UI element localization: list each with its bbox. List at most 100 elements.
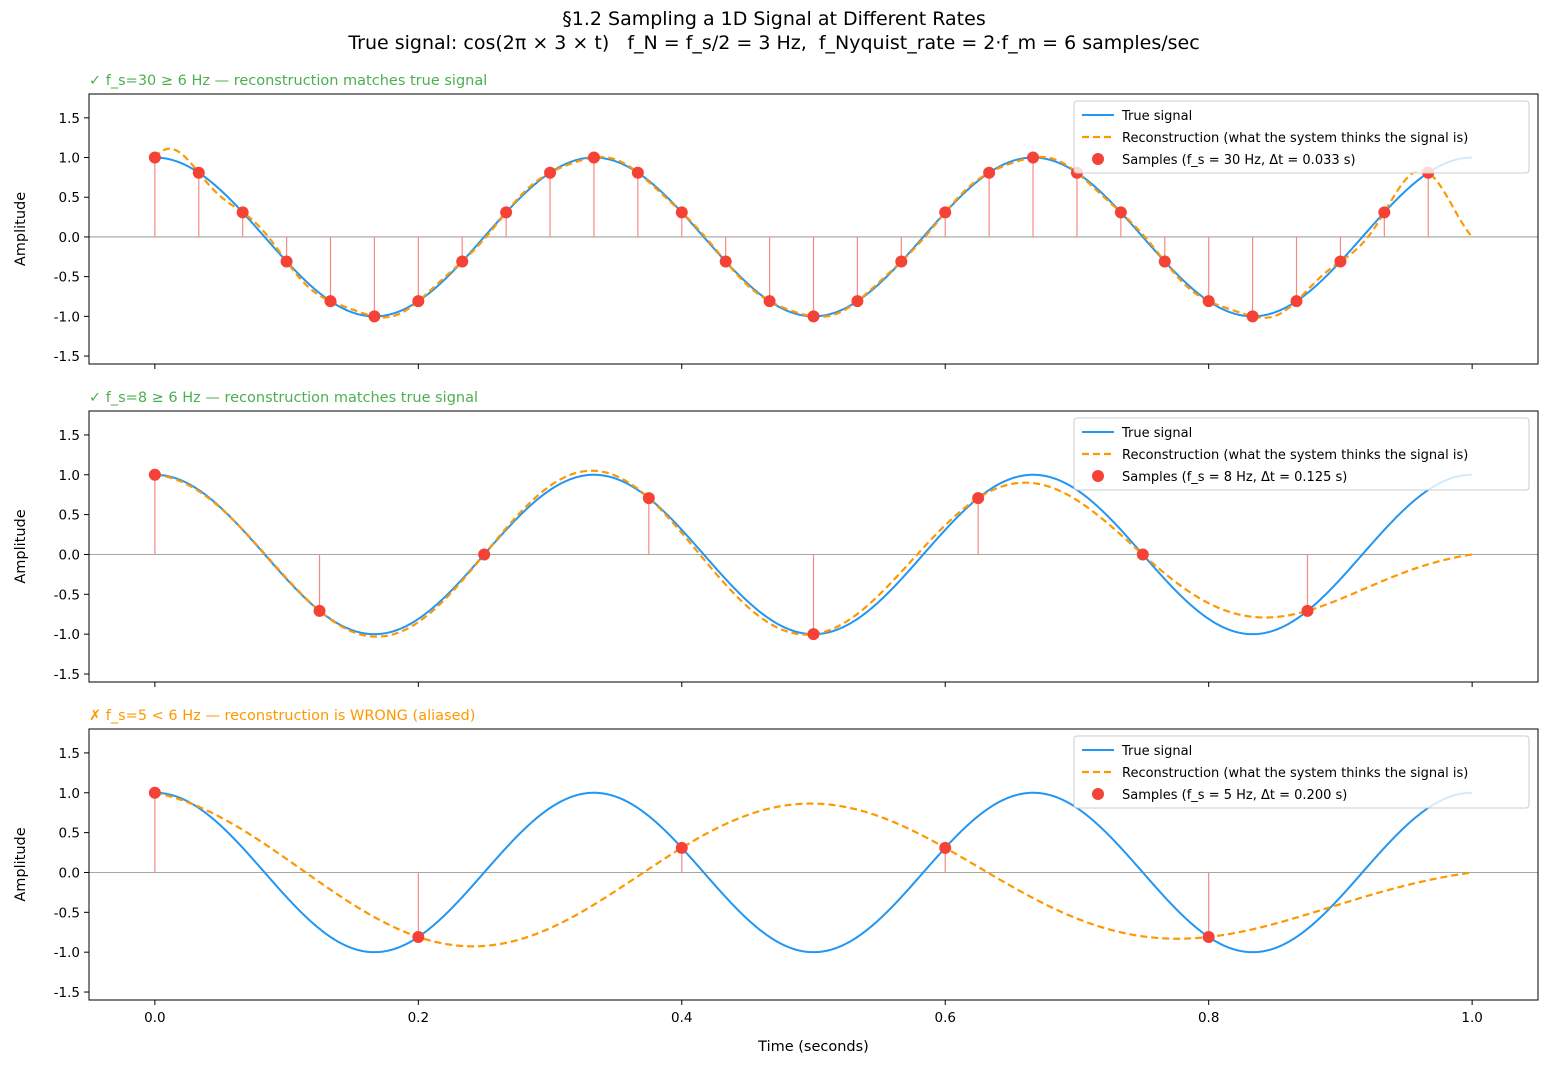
legend-samples-swatch — [1092, 788, 1104, 800]
sample-point — [939, 206, 952, 219]
y-tick-label: -1.0 — [54, 945, 80, 961]
panel-title: ✓ f_s=8 ≥ 6 Hz — reconstruction matches … — [89, 390, 478, 406]
y-tick-label: 0.0 — [59, 230, 80, 246]
sample-point — [1136, 548, 1149, 561]
legend-true-signal-label: True signal — [1121, 744, 1192, 759]
sample-point — [807, 310, 820, 323]
legend-samples-label: Samples (f_s = 5 Hz, Δt = 0.200 s) — [1122, 788, 1347, 803]
y-tick-label: 1.5 — [59, 111, 80, 127]
subplot-2: ✓ f_s=8 ≥ 6 Hz — reconstruction matches … — [13, 390, 1539, 687]
legend-reconstruction-label: Reconstruction (what the system thinks t… — [1122, 448, 1468, 463]
sample-point — [280, 255, 293, 268]
y-tick-label: 0.5 — [59, 826, 80, 842]
x-tick-label: 1.0 — [1461, 1010, 1482, 1026]
sample-point — [500, 206, 513, 219]
axes-frame — [88, 93, 1539, 365]
reconstruction-line — [154, 791, 1473, 948]
sample-point — [192, 166, 205, 179]
y-tick-label: -1.5 — [54, 667, 80, 683]
y-tick-label: 1.0 — [59, 151, 80, 167]
legend-samples-swatch — [1092, 470, 1104, 482]
legend: True signal Reconstruction (what the syst… — [1073, 100, 1530, 174]
legend: True signal Reconstruction (what the syst… — [1073, 417, 1530, 491]
legend-true-signal-label: True signal — [1121, 109, 1192, 124]
x-axis-label: Time (seconds) — [757, 1039, 869, 1055]
sample-point — [719, 255, 732, 268]
y-axis-label: Amplitude — [13, 509, 29, 583]
subplot-1: ✓ f_s=30 ≥ 6 Hz — reconstruction matches… — [13, 73, 1539, 369]
sample-point — [1301, 604, 1314, 617]
sample-point — [763, 295, 776, 308]
sample-point — [587, 151, 600, 164]
figure-title: §1.2 Sampling a 1D Signal at Different R… — [562, 8, 986, 30]
sample-point — [236, 206, 249, 219]
sample-point — [456, 255, 469, 268]
sample-point — [1202, 930, 1215, 943]
y-tick-label: -1.5 — [54, 985, 80, 1001]
y-tick-label: 0.5 — [59, 508, 80, 524]
y-tick-label: 0.0 — [59, 865, 80, 881]
x-tick-label: 0.6 — [934, 1010, 955, 1026]
sample-point — [807, 628, 820, 641]
x-tick-label: 0.8 — [1198, 1010, 1219, 1026]
sample-point — [1246, 310, 1259, 323]
sample-point — [983, 166, 996, 179]
sample-point — [1158, 255, 1171, 268]
sample-point — [972, 492, 985, 505]
sample-point — [313, 604, 326, 617]
panel-title: ✗ f_s=5 < 6 Hz — reconstruction is WRONG… — [89, 708, 475, 724]
sample-point — [851, 295, 864, 308]
y-tick-label: -0.5 — [54, 270, 80, 286]
y-tick-label: -1.0 — [54, 309, 80, 325]
y-axis-label: Amplitude — [13, 827, 29, 901]
legend: True signal Reconstruction (what the syst… — [1073, 735, 1530, 809]
sample-point — [544, 166, 557, 179]
sample-point — [1027, 151, 1040, 164]
sample-point — [631, 166, 644, 179]
y-tick-label: -1.0 — [54, 627, 80, 643]
figure-subtitle: True signal: cos(2π × 3 × t) f_N = f_s/2… — [348, 32, 1200, 54]
legend-samples-label: Samples (f_s = 30 Hz, Δt = 0.033 s) — [1122, 153, 1356, 168]
y-tick-label: -0.5 — [54, 905, 80, 921]
legend-box — [1073, 417, 1530, 491]
x-tick-label: 0.2 — [408, 1010, 429, 1026]
y-tick-label: 1.0 — [59, 786, 80, 802]
sample-point — [1290, 295, 1303, 308]
axes-frame — [88, 728, 1539, 1001]
y-tick-label: 0.5 — [59, 190, 80, 206]
panel-title: ✓ f_s=30 ≥ 6 Hz — reconstruction matches… — [89, 73, 487, 89]
x-tick-label: 0.4 — [671, 1010, 692, 1026]
sample-point — [412, 930, 425, 943]
sample-point — [939, 841, 952, 854]
sample-point — [642, 492, 655, 505]
sample-point — [148, 786, 161, 799]
sample-point — [675, 206, 688, 219]
sample-point — [478, 548, 491, 561]
y-tick-label: 0.0 — [59, 547, 80, 563]
sample-point — [324, 295, 337, 308]
sample-point — [1334, 255, 1347, 268]
sample-point — [412, 295, 425, 308]
true-signal-line — [154, 791, 1473, 954]
sample-point — [895, 255, 908, 268]
legend-true-signal-label: True signal — [1121, 426, 1192, 441]
sample-point — [675, 841, 688, 854]
sample-point — [148, 468, 161, 481]
x-tick-label: 0.0 — [144, 1010, 165, 1026]
legend-samples-swatch — [1092, 153, 1104, 165]
y-tick-label: -1.5 — [54, 349, 80, 365]
legend-reconstruction-label: Reconstruction (what the system thinks t… — [1122, 131, 1468, 146]
legend-box — [1073, 735, 1530, 809]
sample-point — [1378, 206, 1391, 219]
legend-samples-label: Samples (f_s = 8 Hz, Δt = 0.125 s) — [1122, 470, 1347, 485]
y-tick-label: 1.5 — [59, 746, 80, 762]
axes-frame — [88, 410, 1539, 683]
sample-point — [368, 310, 381, 323]
legend-reconstruction-label: Reconstruction (what the system thinks t… — [1122, 766, 1468, 781]
y-tick-label: -0.5 — [54, 587, 80, 603]
legend-box — [1073, 100, 1530, 174]
sample-point — [1114, 206, 1127, 219]
y-tick-label: 1.0 — [59, 468, 80, 484]
